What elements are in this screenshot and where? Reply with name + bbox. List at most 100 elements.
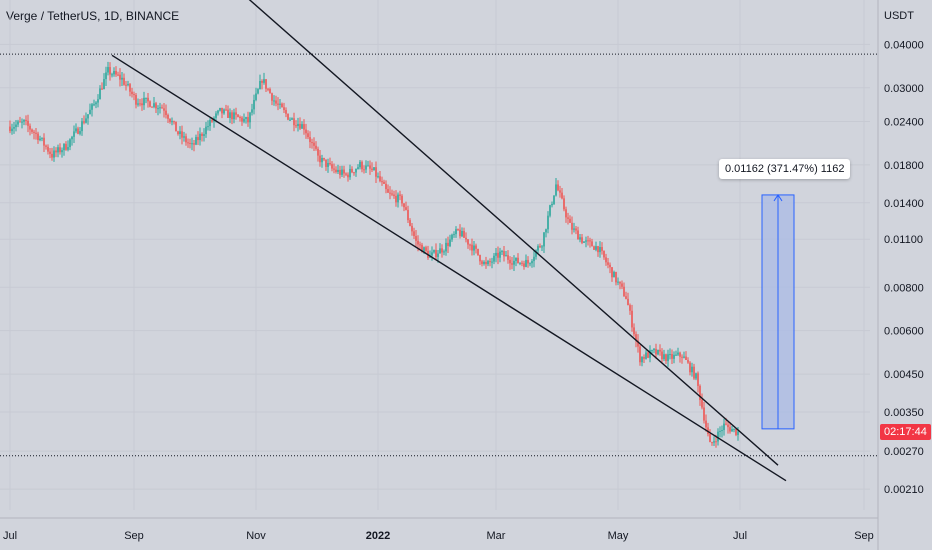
- candle-body: [343, 169, 345, 174]
- trendlines[interactable]: [111, 0, 787, 482]
- candle-body: [55, 150, 57, 153]
- candle-body: [483, 261, 485, 264]
- candle-body: [591, 241, 593, 247]
- candle-body: [547, 215, 549, 230]
- candle-body: [495, 252, 497, 256]
- candle-body: [375, 167, 377, 177]
- candle-body: [275, 100, 277, 104]
- candle-body: [489, 261, 491, 263]
- candle-body: [203, 134, 205, 136]
- candle-body: [637, 340, 639, 347]
- candle-body: [223, 109, 225, 114]
- candle-body: [19, 121, 21, 123]
- candle-body: [475, 245, 477, 249]
- candle-body: [369, 165, 371, 169]
- candle-body: [279, 103, 281, 105]
- candle-body: [619, 281, 621, 284]
- candle-body: [643, 356, 645, 359]
- candle-body: [579, 237, 581, 240]
- candle-body: [387, 189, 389, 193]
- candle-body: [237, 114, 239, 118]
- candle-body: [323, 157, 325, 160]
- candle-body: [595, 246, 597, 250]
- price-axis[interactable]: 0.04000 0.03000 0.02400 0.01800 0.01400 0.011…: [877, 0, 924, 550]
- trendline[interactable]: [111, 54, 787, 482]
- candle-body: [479, 255, 481, 262]
- candle-body: [289, 119, 291, 121]
- candle-body: [421, 244, 423, 253]
- candle-body: [293, 118, 295, 126]
- y-tick-label: 0.00210: [884, 484, 924, 496]
- candle-body: [261, 81, 263, 83]
- candle-body: [225, 109, 227, 111]
- candle-body: [313, 142, 315, 146]
- candle-body: [733, 428, 735, 430]
- candle-body: [305, 129, 307, 134]
- candle-body: [189, 142, 191, 144]
- candle-body: [353, 172, 355, 174]
- measure-tool[interactable]: [761, 194, 795, 430]
- candle-body: [661, 351, 663, 360]
- candle-body: [599, 247, 601, 253]
- grid: [0, 0, 870, 510]
- candle-body: [265, 79, 267, 89]
- candle-body: [673, 354, 675, 359]
- candle-body: [205, 126, 207, 135]
- candle-body: [361, 161, 363, 170]
- candle-body: [337, 169, 339, 172]
- candle-body: [125, 84, 127, 86]
- candle-body: [419, 244, 421, 246]
- candle-body: [631, 310, 633, 328]
- candle-body: [287, 113, 289, 120]
- candle-body: [465, 237, 467, 240]
- candle-body: [327, 162, 329, 167]
- candle-body: [679, 352, 681, 357]
- candle-body: [723, 423, 725, 431]
- candle-body: [117, 74, 119, 76]
- candle-body: [505, 255, 507, 257]
- candle-body: [281, 103, 283, 108]
- candle-body: [239, 117, 241, 119]
- candle-body: [179, 131, 181, 135]
- y-tick-label: 0.00270: [884, 446, 924, 458]
- candle-body: [405, 207, 407, 210]
- candle-body: [173, 121, 175, 123]
- symbol-title[interactable]: Verge / TetherUS, 1D, BINANCE: [6, 9, 180, 23]
- candle-body: [583, 241, 585, 243]
- candle-body: [551, 203, 553, 206]
- candle-body: [283, 107, 285, 111]
- candle-body: [167, 114, 169, 119]
- candle-body: [49, 151, 51, 154]
- candle-body: [59, 147, 61, 153]
- candle-body: [513, 260, 515, 265]
- trendline[interactable]: [188, 0, 779, 466]
- x-tick-label: Nov: [246, 530, 266, 542]
- candle-body: [119, 74, 121, 80]
- candle-body: [577, 230, 579, 240]
- candle-body: [417, 240, 419, 245]
- candle-body: [81, 121, 83, 132]
- y-tick-label: 0.00800: [884, 282, 924, 294]
- time-axis[interactable]: Jul Sep Nov 2022 Mar May Jul Sep: [0, 517, 878, 542]
- candle-body: [463, 230, 465, 238]
- candle-body: [25, 119, 27, 121]
- candle-body: [605, 257, 607, 263]
- candle-body: [197, 137, 199, 141]
- candle-body: [441, 248, 443, 253]
- candle-body: [493, 255, 495, 262]
- candle-body: [451, 234, 453, 240]
- candle-body: [331, 164, 333, 169]
- candle-body: [363, 169, 365, 171]
- price-countdown-tag: 02:17:44: [880, 424, 931, 441]
- candle-body: [299, 123, 301, 129]
- candle-body: [153, 103, 155, 107]
- x-tick-label: May: [608, 530, 629, 542]
- candle-body: [365, 165, 367, 170]
- candle-body: [61, 150, 63, 153]
- candle-body: [701, 400, 703, 408]
- candle-body: [157, 108, 159, 110]
- candle-body: [91, 104, 93, 110]
- candle-body: [401, 195, 403, 204]
- candle-body: [329, 162, 331, 165]
